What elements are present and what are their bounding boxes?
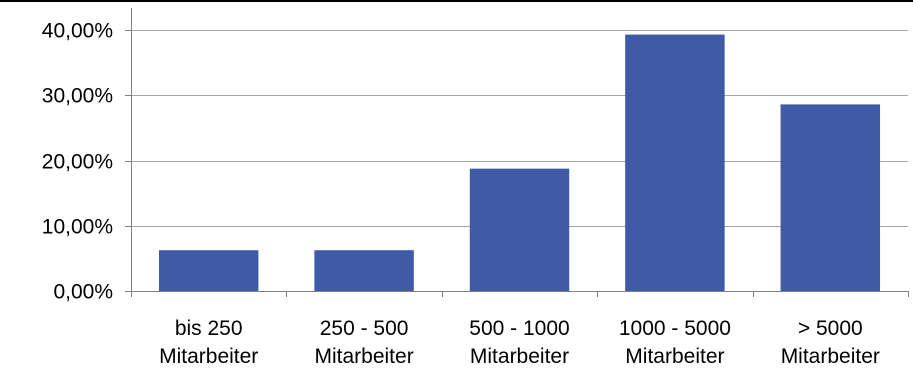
bar: [780, 104, 881, 291]
y-tick-label: 40,00%: [42, 20, 113, 43]
y-tick-label: 20,00%: [42, 151, 113, 174]
y-tick-label: 10,00%: [42, 216, 113, 239]
axes: [125, 8, 909, 297]
x-tick-label-line: bis 250: [175, 317, 243, 340]
x-tick-label-line: 500 - 1000: [469, 317, 569, 340]
x-tick-label-line: Mitarbeiter: [314, 345, 413, 368]
x-tick-label: > 5000 Mitarbeiter: [781, 317, 880, 368]
bar: [625, 34, 725, 291]
x-tick-label: bis 250 Mitarbeiter: [159, 317, 258, 368]
x-tick-label: 500 - 1000 Mitarbeiter: [469, 317, 569, 368]
x-tick-label-line: > 5000: [798, 317, 863, 340]
x-tick-label-line: Mitarbeiter: [470, 345, 569, 368]
gridlines: [131, 30, 908, 227]
x-tick-label-line: Mitarbeiter: [781, 345, 880, 368]
x-tick-label: 250 - 500 Mitarbeiter: [314, 317, 413, 368]
x-tick-label-line: Mitarbeiter: [625, 345, 724, 368]
bars: [158, 34, 881, 291]
y-tick-label: 0,00%: [53, 281, 113, 304]
bar: [469, 168, 570, 291]
tick-labels: 0,00% 10,00% 20,00% 30,00% 40,00% bis 250 Mita…: [42, 20, 880, 369]
x-tick-label-line: Mitarbeiter: [159, 345, 258, 368]
x-tick-label-line: 1000 - 5000: [619, 317, 731, 340]
x-tick-label-line: 250 - 500: [320, 317, 409, 340]
y-tick-label: 30,00%: [42, 85, 113, 108]
x-tick-label: 1000 - 5000 Mitarbeiter: [619, 317, 731, 368]
bar: [158, 250, 259, 291]
bar: [314, 250, 414, 291]
